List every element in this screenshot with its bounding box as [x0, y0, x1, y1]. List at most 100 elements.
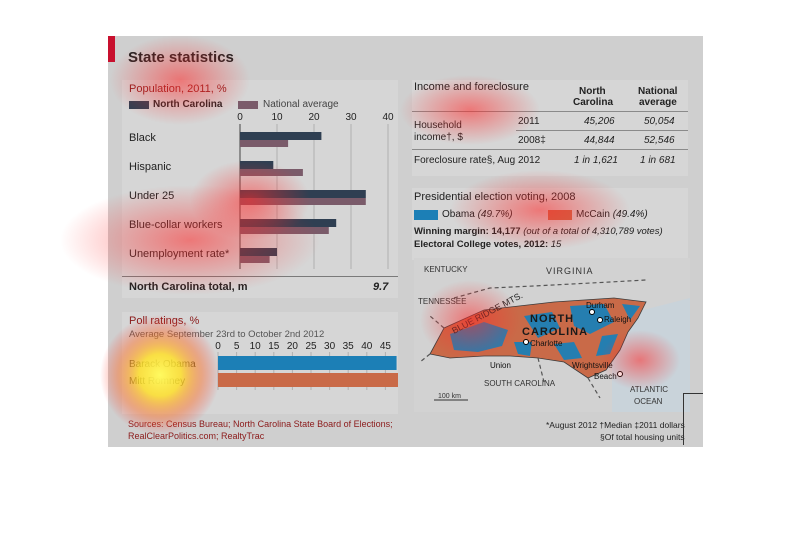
x-tick-label: 0 — [215, 341, 221, 352]
label-carolina: CAROLINA — [522, 326, 588, 338]
label-raleigh: Raleigh — [604, 315, 631, 324]
x-tick-label: 20 — [287, 341, 299, 352]
x-tick-label: 0 — [237, 112, 243, 123]
bar-obama — [218, 356, 397, 370]
sources-line2: RealClearPolitics.com; RealtyTrac — [128, 431, 265, 441]
legend-swatch-national — [238, 101, 258, 109]
bar-national-average — [240, 198, 366, 205]
bar-national-average — [240, 227, 329, 234]
crop-frame — [683, 393, 703, 445]
obama-label: Obama — [442, 209, 475, 220]
divider — [122, 276, 398, 277]
label-durham: Durham — [586, 301, 615, 310]
poll-title: Poll ratings, % — [129, 315, 200, 327]
bar-national-average — [240, 169, 303, 176]
poll-section: Poll ratings, % Average September 23rd t… — [122, 312, 398, 414]
bar-romney — [218, 373, 398, 387]
total-label: North Carolina total, m — [129, 281, 248, 293]
nc-2008: 44,844 — [584, 135, 615, 146]
bar-national-average — [240, 140, 289, 147]
foreclosure-nc: 1 in 1,621 — [574, 155, 618, 166]
label-ocean: OCEAN — [634, 397, 663, 406]
election-title: Presidential election voting, 2008 — [414, 191, 576, 203]
category-label: Mitt Romney — [129, 376, 185, 387]
col-nat-2: average — [639, 97, 677, 108]
bar-north-carolina — [240, 161, 274, 169]
bar-national-average — [240, 256, 270, 263]
foreclosure-label: Foreclosure rate§, Aug 2012 — [414, 155, 541, 166]
ec-value: 15 — [550, 239, 562, 250]
footnote-line2: §Of total housing units — [600, 432, 685, 442]
income-title: Income and foreclosure — [414, 81, 529, 93]
x-tick-label: 10 — [271, 112, 283, 123]
table-rule — [516, 130, 688, 131]
population-chart: 0 10 20 30 40 Black Hispanic Under 25 Blue-colla… — [129, 112, 394, 269]
label-north: NORTH — [530, 313, 574, 325]
x-tick-label: 35 — [343, 341, 355, 352]
chart-panel: State statistics Population, 2011, % Nor… — [108, 36, 703, 447]
charlotte-marker — [523, 339, 529, 345]
x-tick-label: 25 — [305, 341, 317, 352]
foreclosure-nat: 1 in 681 — [640, 155, 676, 166]
x-tick-label: 15 — [268, 341, 280, 352]
label-charlotte: Charlotte — [530, 339, 563, 348]
category-label: Hispanic — [129, 161, 172, 173]
mccain-pct: (49.4%) — [612, 209, 648, 220]
x-tick-label: 10 — [250, 341, 262, 352]
label-virginia: VIRGINIA — [546, 266, 594, 276]
margin-label: Winning margin: 14,177 — [414, 226, 521, 237]
x-tick-label: 30 — [324, 341, 336, 352]
category-label: Unemployment rate* — [129, 248, 230, 260]
winning-margin: Winning margin: 14,177 (out of a total o… — [414, 226, 663, 237]
category-label: Black — [129, 132, 156, 144]
legend-swatch-mccain — [548, 210, 572, 220]
category-label: Barack Obama — [129, 359, 196, 370]
table-rule — [412, 111, 688, 112]
row-household-2: income†, $ — [414, 132, 463, 143]
legend-swatch-obama — [414, 210, 438, 220]
x-tick-label: 5 — [234, 341, 240, 352]
col-nc-2: Carolina — [573, 97, 614, 108]
bar-north-carolina — [240, 248, 277, 256]
label-scale: 100 km — [438, 393, 461, 400]
ec-label: Electoral College votes, 2012: — [414, 239, 549, 250]
population-title: Population, 2011, % — [129, 83, 227, 95]
raleigh-marker — [597, 317, 603, 323]
population-section: Population, 2011, % North Carolina Natio… — [122, 80, 398, 298]
election-section: Presidential election voting, 2008 Obama… — [412, 188, 688, 260]
label-beach: Beach — [594, 372, 617, 381]
legend-swatch-nc — [129, 101, 149, 109]
nc-2011: 45,206 — [584, 116, 615, 127]
label-union: Union — [490, 361, 511, 370]
category-label: Blue-collar workers — [129, 219, 223, 231]
x-tick-label: 40 — [361, 341, 373, 352]
footnote-line1: *August 2012 †Median ‡2011 dollars — [546, 420, 685, 430]
label-tennessee: TENNESSEE — [418, 297, 466, 306]
margin-note: (out of a total of 4,310,789 votes) — [523, 226, 663, 237]
accent-bar — [108, 36, 115, 62]
page-title: State statistics — [128, 49, 234, 66]
legend-obama: Obama (49.7%) — [442, 209, 513, 220]
year-2008: 2008‡ — [518, 135, 546, 146]
legend-label-national: National average — [263, 99, 339, 110]
total-value: 9.7 — [373, 281, 389, 293]
bar-north-carolina — [240, 219, 337, 227]
obama-pct: (49.7%) — [477, 209, 513, 220]
nc-map: KENTUCKY VIRGINIA TENNESSEE BLUE RIDGE M… — [414, 258, 690, 412]
sources-line1: Sources: Census Bureau; North Carolina S… — [128, 419, 393, 429]
x-tick-label: 40 — [382, 112, 394, 123]
category-label: Under 25 — [129, 190, 174, 202]
electoral-votes: Electoral College votes, 2012: 15 — [414, 239, 561, 250]
label-south-carolina: SOUTH CAROLINA — [484, 379, 556, 388]
legend-label-nc: North Carolina — [153, 99, 223, 110]
nat-2011: 50,054 — [644, 116, 675, 127]
poll-subtitle: Average September 23rd to October 2nd 20… — [129, 329, 325, 340]
x-tick-label: 30 — [345, 112, 357, 123]
legend-mccain: McCain (49.4%) — [576, 209, 648, 220]
row-household-1: Household — [414, 120, 462, 131]
col-nc-1: North — [579, 86, 606, 97]
label-kentucky: KENTUCKY — [424, 265, 468, 274]
label-atlantic: ATLANTIC — [630, 385, 668, 394]
label-wrightsville: Wrightsville — [572, 361, 613, 370]
